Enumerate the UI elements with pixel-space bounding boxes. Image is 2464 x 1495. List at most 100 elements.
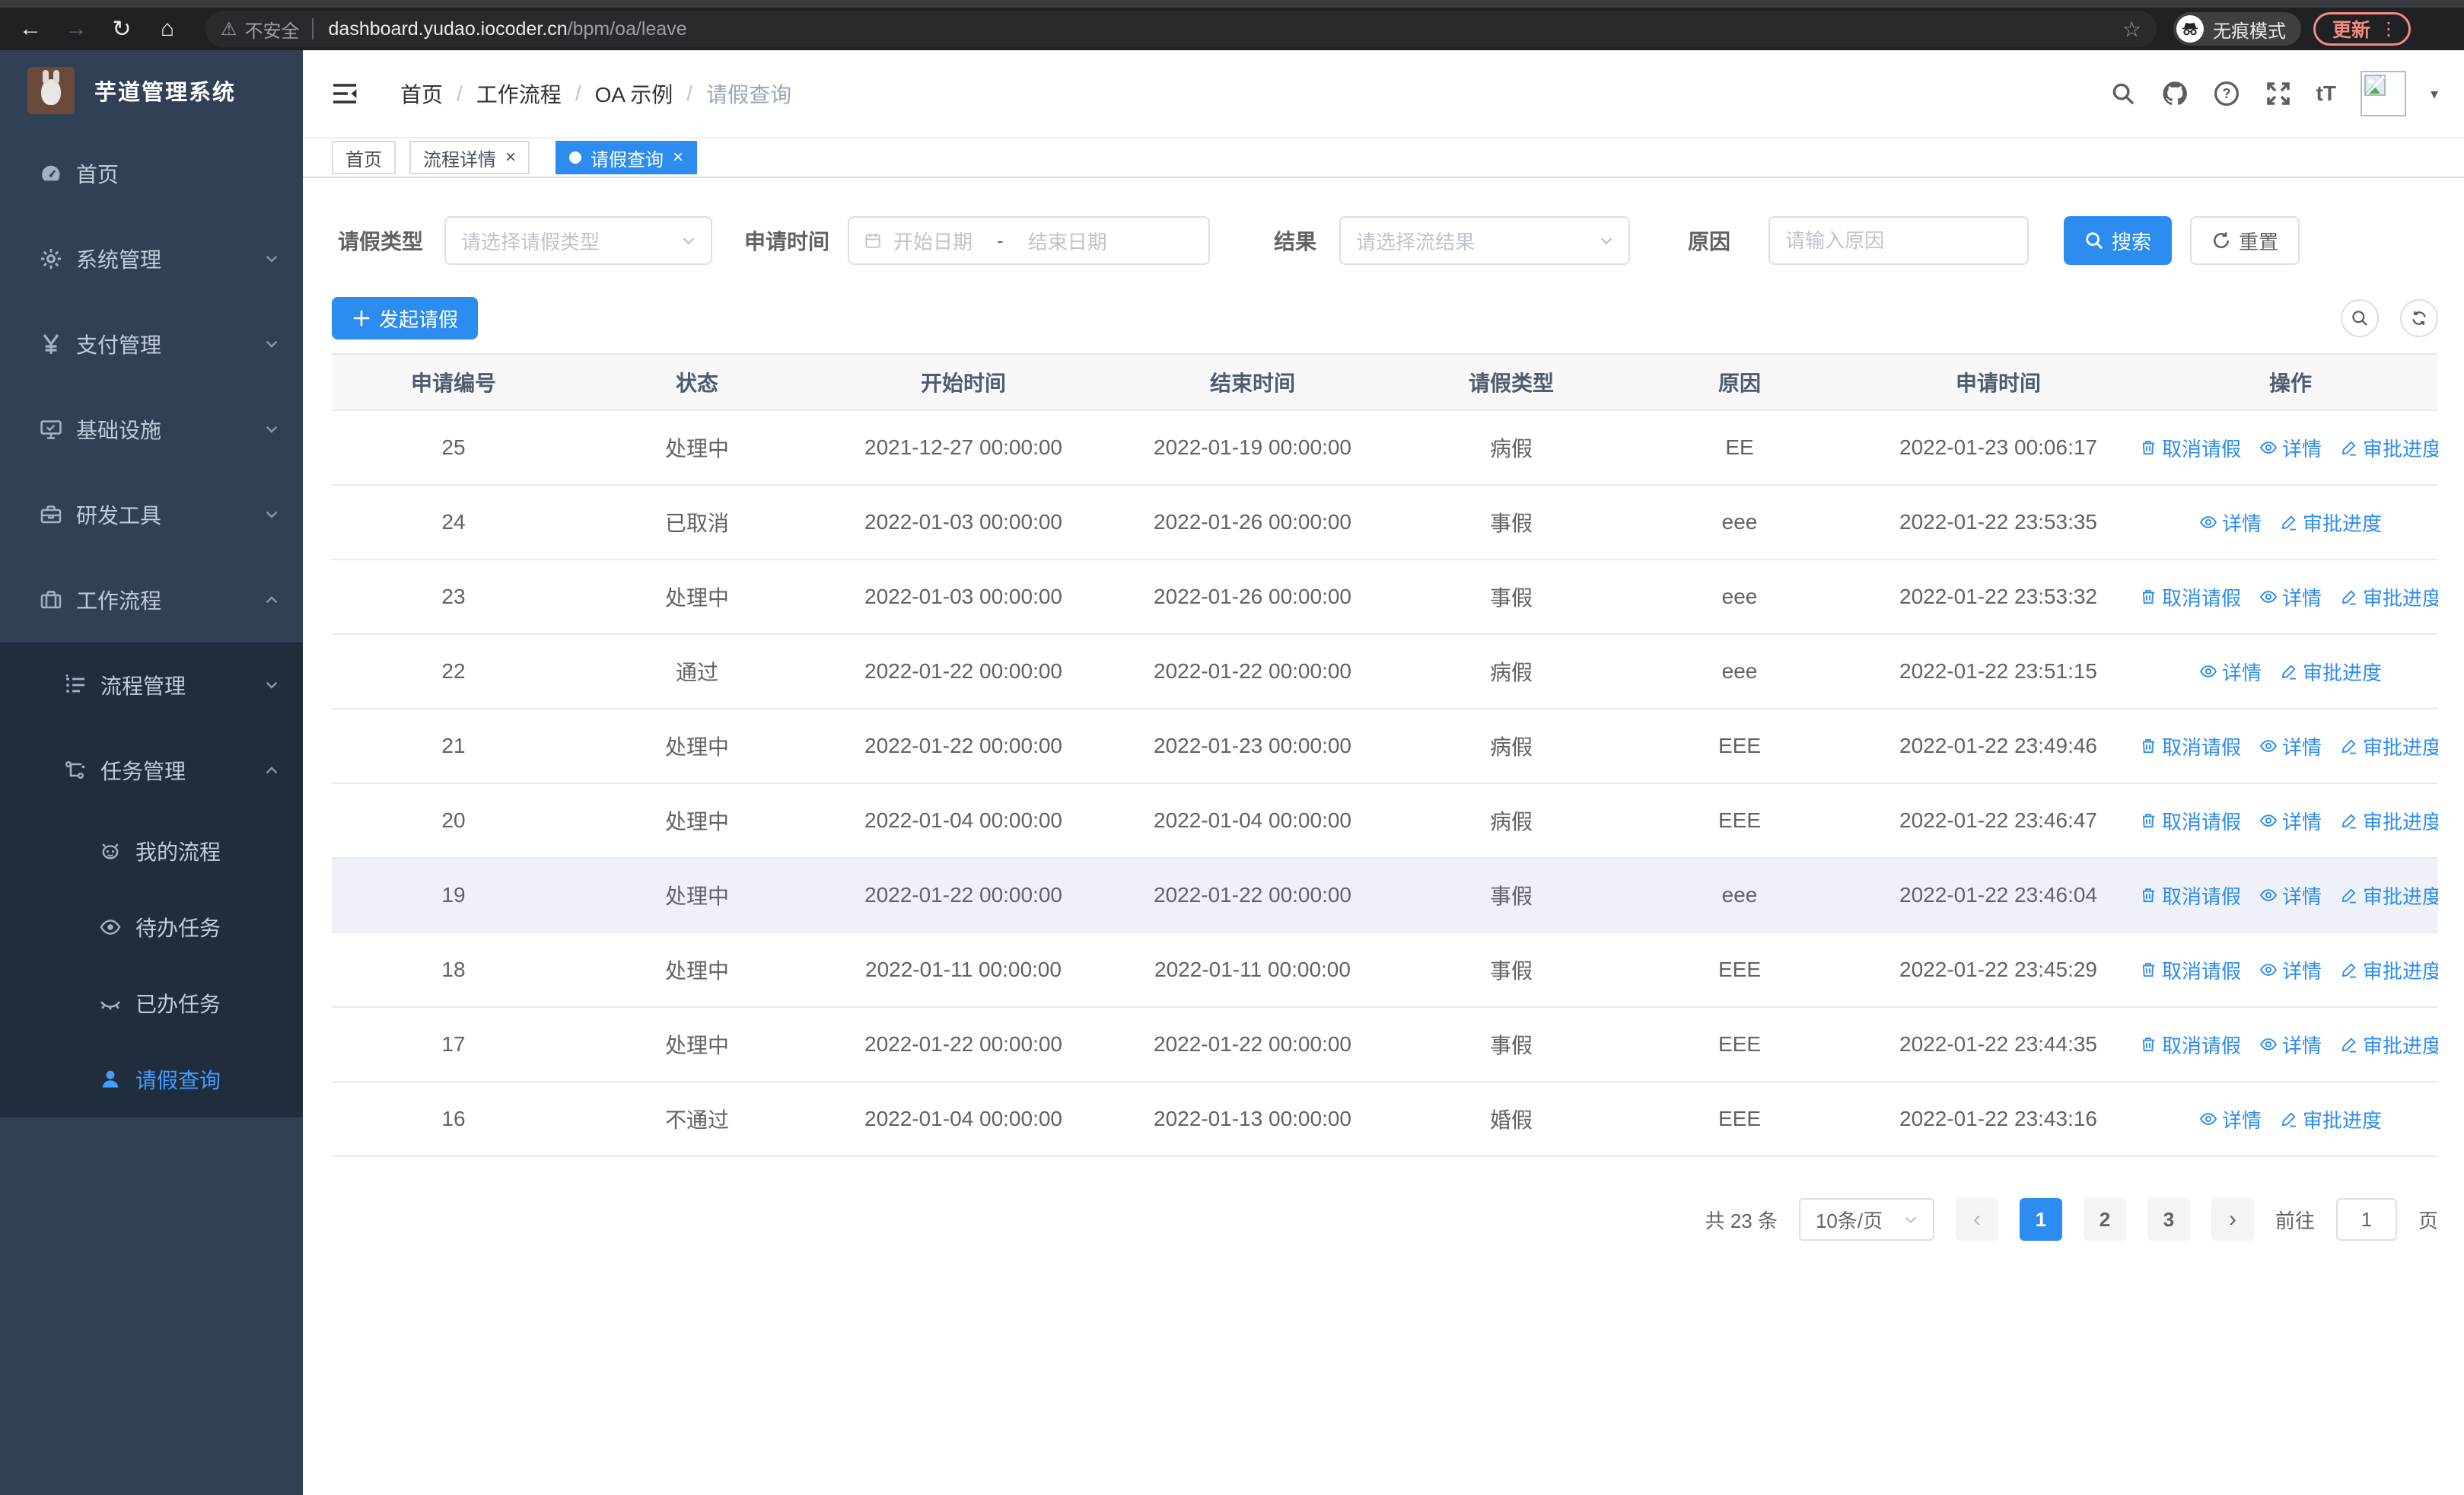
detail-action-link[interactable]: 详情: [2259, 434, 2322, 462]
detail-action-link[interactable]: 详情: [2259, 583, 2322, 611]
tag-view-2[interactable]: 请假查询 ×: [556, 141, 698, 174]
browser-back-button[interactable]: ←: [19, 16, 42, 41]
font-size-icon[interactable]: tT: [2316, 81, 2336, 105]
create-leave-button[interactable]: 发起请假: [332, 297, 479, 339]
browser-forward-button[interactable]: →: [65, 16, 88, 41]
progress-action-link[interactable]: 审批进度: [2340, 434, 2438, 462]
tag-view-1[interactable]: 流程详情 ×: [409, 141, 530, 174]
browser-reload-button[interactable]: ↻: [112, 16, 132, 42]
table-row: 21 处理中 2022-01-22 00:00:00 2022-01-23 00:00…: [332, 709, 2438, 784]
browser-home-button[interactable]: ⌂: [160, 16, 175, 41]
cancel-action-link[interactable]: 取消请假: [2143, 807, 2241, 835]
detail-action-link[interactable]: 详情: [2259, 956, 2322, 984]
progress-action-link[interactable]: 审批进度: [2340, 807, 2438, 835]
browser-menu-icon[interactable]: ⋮: [2380, 18, 2399, 40]
browser-chrome: ← → ↻ ⌂ ⚠ 不安全 dashboard.yudao.iocoder.cn…: [0, 0, 2464, 50]
sidebar-item-8[interactable]: 我的流程: [0, 813, 303, 889]
page-button-3[interactable]: 3: [2147, 1198, 2190, 1241]
leave-type-select[interactable]: 请选择请假类型: [444, 216, 713, 265]
progress-action-link[interactable]: 审批进度: [2340, 881, 2438, 910]
reset-button[interactable]: 重置: [2190, 216, 2300, 265]
result-select[interactable]: 请选择流结果: [1339, 216, 1631, 265]
progress-action-link[interactable]: 审批进度: [2280, 508, 2382, 537]
page-button-1[interactable]: 1: [2019, 1198, 2062, 1241]
detail-action-link[interactable]: 详情: [2199, 508, 2262, 537]
github-icon[interactable]: [2161, 80, 2189, 107]
breadcrumb-home[interactable]: 首页: [400, 83, 444, 107]
avatar-caret-icon[interactable]: ▾: [2430, 85, 2438, 103]
sidebar-item-7[interactable]: 任务管理: [0, 728, 303, 813]
goto-page-input[interactable]: [2335, 1198, 2397, 1241]
gear-icon: [40, 247, 62, 270]
address-bar[interactable]: ⚠ 不安全 dashboard.yudao.iocoder.cn /bpm/oa…: [205, 11, 2157, 47]
page-size-select[interactable]: 10条/页: [1798, 1198, 1934, 1241]
bookmark-star-icon[interactable]: ☆: [2122, 17, 2141, 41]
row-actions: 详情 审批进度: [2143, 508, 2438, 537]
cell: 事假: [1489, 1034, 1533, 1057]
table-row: 19 处理中 2022-01-22 00:00:00 2022-01-22 00:00…: [332, 859, 2438, 933]
cell: 2022-01-04 00:00:00: [864, 808, 1062, 832]
sidebar-item-3[interactable]: 基础设施: [0, 387, 303, 472]
cancel-action-link[interactable]: 取消请假: [2143, 1031, 2241, 1059]
detail-action-link[interactable]: 详情: [2199, 658, 2262, 686]
sidebar-item-6[interactable]: 流程管理: [0, 642, 303, 728]
svg-text:?: ?: [2222, 86, 2230, 101]
cancel-action-link[interactable]: 取消请假: [2143, 881, 2241, 910]
cancel-action-link[interactable]: 取消请假: [2143, 956, 2241, 984]
sidebar-item-10[interactable]: 已办任务: [0, 965, 303, 1041]
cell: 16: [441, 1107, 466, 1130]
detail-action-link[interactable]: 详情: [2259, 881, 2322, 910]
chevron-up-icon: [263, 591, 280, 608]
detail-action-link[interactable]: 详情: [2199, 1105, 2262, 1133]
cancel-action-link[interactable]: 取消请假: [2143, 732, 2241, 760]
progress-action-link[interactable]: 审批进度: [2340, 1031, 2438, 1059]
progress-action-link[interactable]: 审批进度: [2280, 1105, 2382, 1133]
sidebar-item-11[interactable]: 请假查询: [0, 1041, 303, 1117]
sidebar-item-4[interactable]: 研发工具: [0, 472, 303, 557]
cancel-action-link[interactable]: 取消请假: [2143, 434, 2241, 462]
cell: 通过: [675, 661, 718, 684]
detail-action-link[interactable]: 详情: [2259, 732, 2322, 760]
breadcrumb-workflow[interactable]: 工作流程: [476, 83, 562, 107]
progress-action-link[interactable]: 审批进度: [2340, 956, 2438, 984]
table-row: 16 不通过 2022-01-04 00:00:00 2022-01-13 00:00…: [332, 1082, 2438, 1157]
table-header-row: 申请编号 状态 开始时间 结束时间 请假类型 原因 申请时间 操作: [332, 355, 2438, 411]
collapse-sidebar-icon[interactable]: [332, 82, 358, 105]
sidebar-item-0[interactable]: 首页: [0, 131, 303, 216]
reason-input[interactable]: [1768, 216, 2029, 265]
update-button[interactable]: 更新 ⋮: [2313, 12, 2411, 46]
sidebar-item-1[interactable]: 系统管理: [0, 216, 303, 301]
prev-page-button[interactable]: ‹: [1955, 1198, 1998, 1241]
close-icon[interactable]: ×: [673, 147, 684, 167]
help-icon[interactable]: ?: [2213, 80, 2240, 107]
page-button-2[interactable]: 2: [2083, 1198, 2126, 1241]
cell: EEE: [1717, 1107, 1762, 1130]
close-icon[interactable]: ×: [505, 147, 517, 167]
cancel-action-link[interactable]: 取消请假: [2143, 583, 2241, 611]
sidebar-item-label: 支付管理: [76, 333, 162, 357]
progress-action-link[interactable]: 审批进度: [2340, 583, 2438, 611]
row-actions: 详情 审批进度: [2143, 658, 2438, 686]
date-range-picker[interactable]: 开始日期 - 结束日期: [848, 216, 1211, 265]
table-refresh-button[interactable]: [2400, 299, 2438, 337]
search-button[interactable]: 搜索: [2064, 216, 2173, 265]
cell: 2022-01-26 00:00:00: [1154, 510, 1351, 534]
progress-action-link[interactable]: 审批进度: [2280, 658, 2382, 686]
progress-action-link[interactable]: 审批进度: [2340, 732, 2438, 760]
sidebar-item-5[interactable]: 工作流程: [0, 557, 303, 642]
breadcrumb-oa[interactable]: OA 示例: [594, 83, 673, 107]
tag-view-0[interactable]: 首页: [332, 141, 396, 174]
cell: 处理中: [664, 1034, 729, 1057]
fullscreen-icon[interactable]: [2265, 80, 2292, 107]
sidebar-item-9[interactable]: 待办任务: [0, 889, 303, 965]
next-page-button[interactable]: ›: [2211, 1198, 2254, 1241]
avatar[interactable]: [2360, 71, 2406, 116]
robot-icon: [99, 840, 122, 862]
table-search-toggle-button[interactable]: [2341, 299, 2379, 337]
sidebar-item-2[interactable]: 支付管理: [0, 301, 303, 387]
search-icon[interactable]: [2109, 80, 2137, 107]
detail-action-link[interactable]: 详情: [2259, 807, 2322, 835]
sidebar-item-label: 流程管理: [100, 674, 186, 698]
detail-action-link[interactable]: 详情: [2259, 1031, 2322, 1059]
start-date-placeholder: 开始日期: [893, 230, 973, 253]
